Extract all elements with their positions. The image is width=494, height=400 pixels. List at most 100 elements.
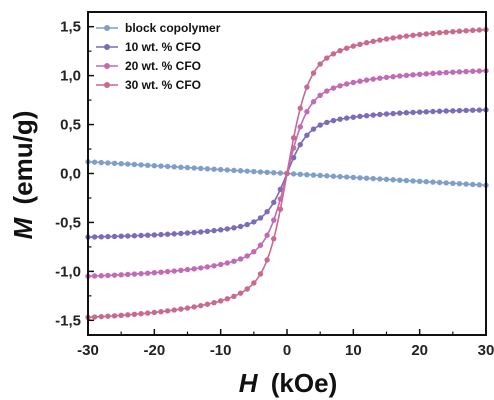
data-point: [456, 28, 463, 34]
data-point: [363, 77, 370, 83]
data-point: [310, 126, 317, 132]
legend-item: 20 wt. % CFO: [96, 59, 201, 73]
y-tick-label: -1,0: [55, 263, 81, 280]
data-point: [91, 234, 98, 240]
data-point: [370, 76, 376, 82]
data-point: [383, 111, 390, 117]
data-point: [390, 35, 396, 41]
data-point: [125, 312, 131, 318]
data-point: [98, 234, 104, 240]
legend-marker: [104, 44, 110, 50]
data-point: [344, 81, 350, 87]
data-point: [105, 233, 111, 240]
legend-item: 10 wt. % CFO: [96, 40, 201, 54]
data-point: [397, 110, 403, 116]
data-point: [277, 186, 284, 192]
data-point: [377, 75, 383, 81]
data-point: [244, 253, 250, 259]
data-point: [370, 38, 376, 45]
y-tick-label: 0,5: [60, 117, 81, 134]
data-point: [397, 34, 403, 40]
data-point: [423, 179, 429, 185]
x-tick-label: 10: [345, 342, 362, 359]
data-point: [98, 313, 104, 320]
data-point: [105, 313, 111, 319]
data-point: [231, 293, 237, 299]
data-point: [450, 180, 456, 186]
data-point: [337, 116, 343, 122]
data-point: [290, 135, 297, 141]
data-point: [211, 166, 217, 172]
data-point: [350, 79, 357, 86]
data-point: [277, 206, 284, 212]
data-point: [271, 170, 277, 176]
data-point: [271, 236, 277, 242]
data-point: [470, 68, 476, 74]
legend-item: 30 wt. % CFO: [96, 78, 201, 92]
data-point: [277, 170, 284, 176]
data-point: [91, 273, 98, 279]
data-point: [251, 168, 257, 175]
legend-marker: [104, 82, 110, 88]
data-point: [357, 41, 363, 48]
x-tick-label: 0: [283, 342, 291, 359]
y-tick-label: 1,5: [60, 19, 81, 36]
data-point: [204, 228, 211, 235]
data-point: [118, 312, 124, 319]
data-point: [184, 164, 191, 171]
legend-label: 20 wt. % CFO: [125, 59, 201, 73]
data-point: [456, 180, 463, 187]
data-point: [436, 108, 443, 114]
data-point: [297, 171, 303, 177]
data-point: [416, 71, 423, 77]
data-point: [430, 30, 436, 36]
data-point: [111, 233, 118, 240]
data-point: [290, 171, 297, 177]
data-point: [456, 69, 463, 75]
data-point: [211, 299, 217, 306]
data-point: [416, 31, 423, 38]
data-point: [443, 108, 449, 114]
x-tick-label: -30: [77, 342, 99, 359]
data-point: [231, 167, 237, 174]
data-point: [403, 72, 410, 79]
data-point: [324, 173, 330, 179]
data-point: [125, 271, 131, 278]
data-point: [357, 113, 363, 120]
series-3: [85, 68, 489, 279]
data-point: [158, 308, 164, 315]
data-point: [125, 233, 131, 239]
data-point: [131, 271, 138, 277]
data-point: [470, 107, 476, 113]
data-point: [324, 119, 330, 126]
data-point: [138, 311, 144, 317]
data-point: [198, 302, 204, 309]
data-point: [410, 72, 416, 78]
data-point: [264, 232, 270, 238]
data-point: [145, 270, 151, 276]
data-point: [105, 160, 111, 166]
legend-item: block copolymer: [96, 21, 221, 35]
data-point: [264, 169, 270, 176]
data-point: [251, 280, 257, 286]
data-point: [463, 107, 469, 114]
data-point: [450, 108, 456, 114]
data-point: [224, 226, 230, 232]
y-tick-label: 1,0: [60, 68, 81, 85]
data-point: [443, 180, 449, 186]
data-point: [98, 159, 104, 166]
data-point: [251, 248, 257, 255]
y-tick-label: -0,5: [55, 214, 81, 231]
data-point: [330, 85, 337, 91]
y-tick-label: -1,5: [55, 312, 81, 329]
data-point: [403, 33, 410, 39]
x-axis-variable: H: [239, 368, 259, 398]
data-point: [423, 31, 429, 37]
data-point: [357, 78, 363, 84]
data-point: [297, 124, 303, 130]
x-tick-label: -10: [210, 342, 232, 359]
data-point: [290, 155, 297, 161]
data-point: [191, 304, 197, 310]
data-point: [204, 264, 211, 270]
data-point: [111, 160, 118, 167]
